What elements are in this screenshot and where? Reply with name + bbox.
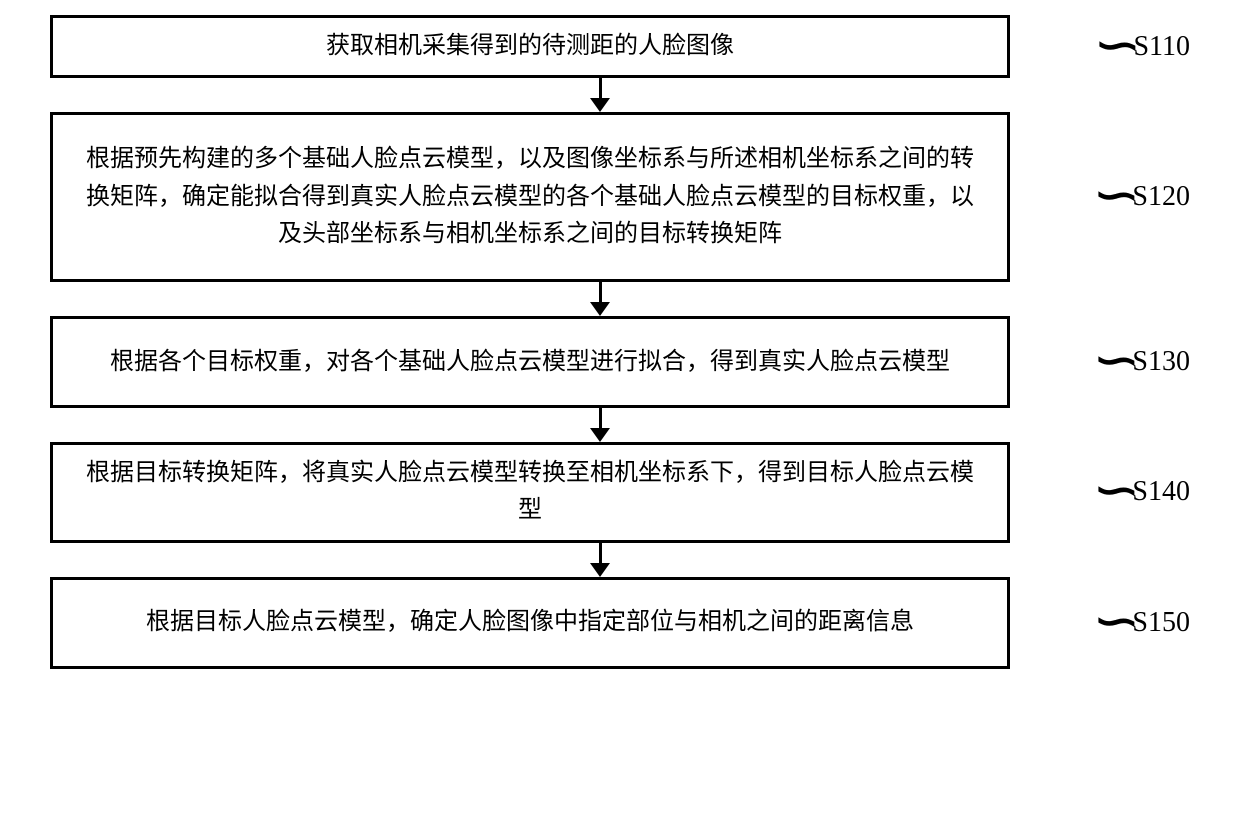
arrow-shaft xyxy=(599,543,602,565)
arrow-shaft xyxy=(599,408,602,430)
arrow-s120-s130 xyxy=(120,282,1080,316)
step-row-s130: 根据各个目标权重，对各个基础人脸点云模型进行拟合，得到真实人脸点云模型 ∽ S1… xyxy=(50,316,1150,408)
step-label-s110: S110 xyxy=(1133,33,1190,61)
step-label-s120: S120 xyxy=(1132,183,1190,211)
step-row-s110: 获取相机采集得到的待测距的人脸图像 ∽ S110 xyxy=(50,15,1150,78)
step-text-s140: 根据目标转换矩阵，将真实人脸点云模型转换至相机坐标系下，得到目标人脸点云模型 xyxy=(77,455,983,529)
arrow-s140-s150 xyxy=(120,543,1080,577)
step-row-s140: 根据目标转换矩阵，将真实人脸点云模型转换至相机坐标系下，得到目标人脸点云模型 ∽… xyxy=(50,442,1150,542)
step-label-wrap-s130: ∽ S130 xyxy=(1102,345,1190,379)
connector-tilde-icon: ∽ xyxy=(1094,26,1140,67)
step-label-wrap-s120: ∽ S120 xyxy=(1102,180,1190,214)
step-text-s130: 根据各个目标权重，对各个基础人脸点云模型进行拟合，得到真实人脸点云模型 xyxy=(110,344,950,381)
connector-tilde-icon: ∽ xyxy=(1093,177,1139,218)
arrow-head-icon xyxy=(590,563,610,577)
step-box-s120: 根据预先构建的多个基础人脸点云模型，以及图像坐标系与所述相机坐标系之间的转换矩阵… xyxy=(50,112,1010,282)
step-box-s140: 根据目标转换矩阵，将真实人脸点云模型转换至相机坐标系下，得到目标人脸点云模型 xyxy=(50,442,1010,542)
connector-tilde-icon: ∽ xyxy=(1093,342,1139,383)
step-box-s110: 获取相机采集得到的待测距的人脸图像 xyxy=(50,15,1010,78)
step-label-s130: S130 xyxy=(1132,348,1190,376)
step-label-wrap-s140: ∽ S140 xyxy=(1102,475,1190,509)
arrow-head-icon xyxy=(590,428,610,442)
connector-tilde-icon: ∽ xyxy=(1093,472,1139,513)
step-label-s140: S140 xyxy=(1132,478,1190,506)
step-label-wrap-s110: ∽ S110 xyxy=(1103,30,1190,64)
step-label-s150: S150 xyxy=(1132,609,1190,637)
step-label-wrap-s150: ∽ S150 xyxy=(1102,606,1190,640)
step-text-s120: 根据预先构建的多个基础人脸点云模型，以及图像坐标系与所述相机坐标系之间的转换矩阵… xyxy=(77,141,983,253)
step-text-s150: 根据目标人脸点云模型，确定人脸图像中指定部位与相机之间的距离信息 xyxy=(146,604,914,641)
step-box-s130: 根据各个目标权重，对各个基础人脸点云模型进行拟合，得到真实人脸点云模型 xyxy=(50,316,1010,408)
arrow-head-icon xyxy=(590,98,610,112)
step-text-s110: 获取相机采集得到的待测距的人脸图像 xyxy=(326,28,734,65)
arrow-shaft xyxy=(599,78,602,100)
step-box-s150: 根据目标人脸点云模型，确定人脸图像中指定部位与相机之间的距离信息 xyxy=(50,577,1010,669)
flowchart-container: 获取相机采集得到的待测距的人脸图像 ∽ S110 根据预先构建的多个基础人脸点云… xyxy=(50,15,1150,669)
connector-tilde-icon: ∽ xyxy=(1093,602,1139,643)
arrow-shaft xyxy=(599,282,602,304)
arrow-s130-s140 xyxy=(120,408,1080,442)
step-row-s120: 根据预先构建的多个基础人脸点云模型，以及图像坐标系与所述相机坐标系之间的转换矩阵… xyxy=(50,112,1150,282)
arrow-head-icon xyxy=(590,302,610,316)
step-row-s150: 根据目标人脸点云模型，确定人脸图像中指定部位与相机之间的距离信息 ∽ S150 xyxy=(50,577,1150,669)
arrow-s110-s120 xyxy=(120,78,1080,112)
